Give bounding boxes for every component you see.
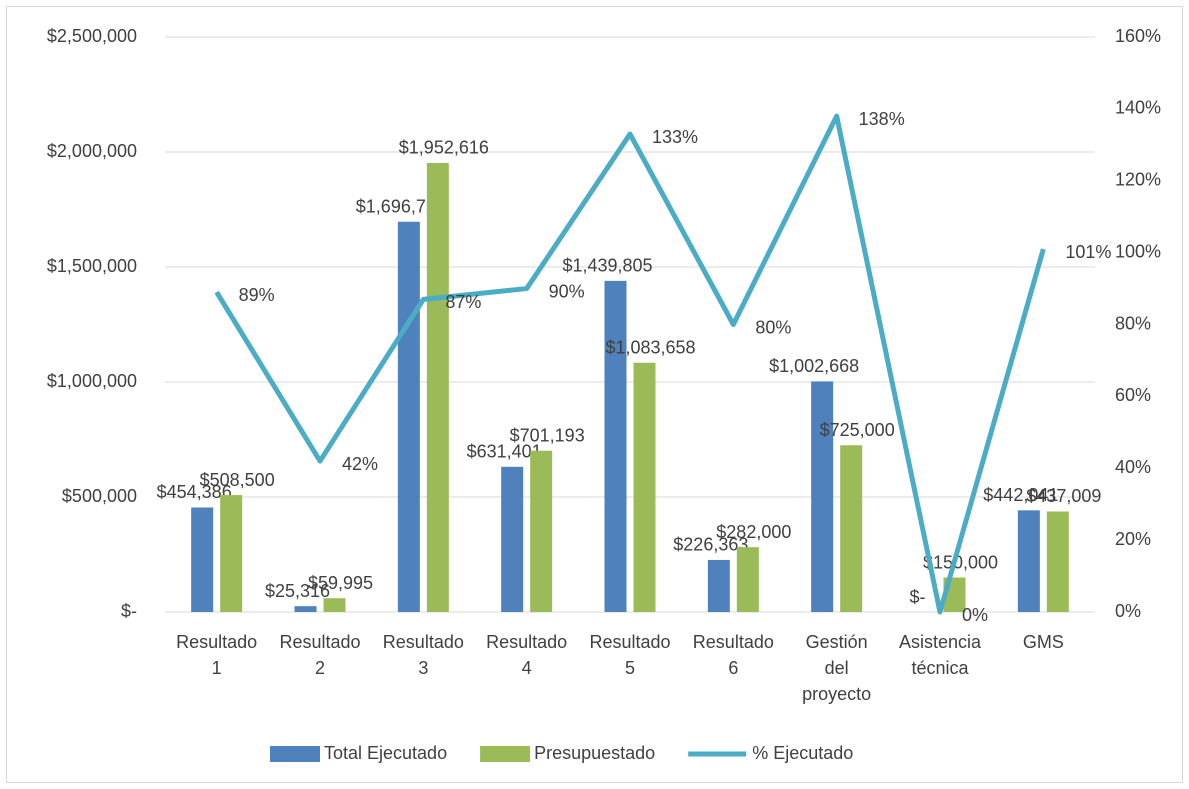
y2-tick-label: 20%: [1115, 529, 1151, 549]
line-value-label: 80%: [755, 317, 791, 337]
legend-swatch: [270, 746, 320, 762]
bar-value-label: $25,316: [265, 581, 330, 601]
y-tick-label: $2,500,000: [47, 26, 137, 46]
bar: [191, 507, 214, 612]
bar-value-label: $725,000: [820, 420, 895, 440]
bar-value-label: $1,952,616: [399, 138, 489, 158]
bar-value-label: $59,995: [308, 573, 373, 593]
bar: [1017, 510, 1040, 612]
bar-value-label: $454,386: [157, 482, 232, 502]
line-value-label: 133%: [652, 127, 698, 147]
bar: [323, 598, 346, 612]
x-tick-label: Resultado 6: [693, 632, 774, 678]
bar: [220, 495, 243, 612]
y-tick-label: $-: [121, 601, 137, 621]
x-tick-label: GMS: [1023, 632, 1064, 652]
x-tick-label: Resultado 1: [176, 632, 257, 678]
y2-tick-label: 100%: [1115, 241, 1161, 261]
bar: [633, 362, 656, 612]
y2-tick-label: 40%: [1115, 457, 1151, 477]
line-value-label: 90%: [549, 281, 585, 301]
bar-value-label: $701,193: [510, 425, 585, 445]
y2-tick-label: 0%: [1115, 601, 1141, 621]
bar: [530, 450, 553, 612]
y-tick-label: $500,000: [62, 486, 137, 506]
bar-value-label: $1,002,668: [769, 356, 859, 376]
y2-tick-label: 60%: [1115, 385, 1151, 405]
line-value-label: 138%: [859, 109, 905, 129]
bar-value-label: $1,083,658: [605, 338, 695, 358]
bar: [707, 559, 730, 612]
bar-value-label: $-: [909, 587, 925, 607]
legend-label: % Ejecutado: [752, 743, 853, 763]
y-tick-label: $1,500,000: [47, 256, 137, 276]
y-tick-label: $2,000,000: [47, 141, 137, 161]
bar: [840, 445, 863, 612]
chart-border: [6, 6, 1183, 783]
legend-swatch: [480, 746, 531, 762]
bar-value-label: $226,363: [673, 535, 748, 555]
y2-tick-label: 160%: [1115, 26, 1161, 46]
x-tick-label: Resultado 5: [589, 632, 670, 678]
bar-value-label: $442,041: [983, 485, 1058, 505]
x-tick-label: Resultado 2: [279, 632, 360, 678]
bar: [1046, 511, 1069, 612]
bar: [604, 280, 627, 612]
y2-tick-label: 80%: [1115, 313, 1151, 333]
line-value-label: 89%: [239, 285, 275, 305]
line-value-label: 101%: [1065, 242, 1111, 262]
x-tick-label: Resultado 3: [383, 632, 464, 678]
line-value-label: 87%: [445, 292, 481, 312]
bar-value-label: $282,000: [716, 522, 791, 542]
x-tick-label: Gestión del proyecto: [802, 632, 871, 704]
bar: [736, 547, 759, 612]
bar: [294, 606, 317, 612]
bar: [397, 221, 420, 613]
bar: [811, 381, 834, 612]
bar: [426, 162, 449, 612]
y-tick-label: $1,000,000: [47, 371, 137, 391]
bar-value-label: $508,500: [200, 470, 275, 490]
line-value-label: 0%: [962, 605, 988, 625]
legend-label: Presupuestado: [534, 743, 655, 763]
bar-value-label: $150,000: [923, 552, 998, 572]
bar-value-label: $1,696,721: [356, 197, 446, 217]
legend-label: Total Ejecutado: [324, 743, 447, 763]
bar: [501, 466, 524, 612]
line-value-label: 42%: [342, 454, 378, 474]
bar-value-label: $1,439,805: [562, 256, 652, 276]
bar-value-label: $631,401: [467, 442, 542, 462]
line-series: [214, 113, 1046, 615]
bar-value-label: $437,009: [1026, 486, 1101, 506]
x-tick-label: Asistencia técnica: [899, 632, 982, 678]
y2-tick-label: 140%: [1115, 98, 1161, 118]
x-tick-label: Resultado 4: [486, 632, 567, 678]
y2-tick-label: 120%: [1115, 170, 1161, 190]
